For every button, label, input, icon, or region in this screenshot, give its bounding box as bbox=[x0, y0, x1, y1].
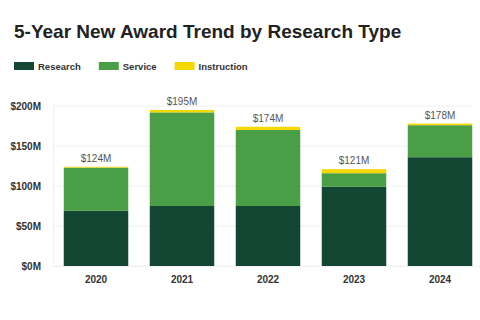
bar-segment bbox=[64, 211, 129, 266]
legend-label: Instruction bbox=[199, 61, 248, 72]
legend-swatch bbox=[175, 62, 195, 70]
grid-line bbox=[53, 106, 472, 107]
series bbox=[64, 112, 473, 210]
x-tick-label: 2020 bbox=[85, 274, 108, 285]
y-axis: $0M $50M $100M $150M $200M bbox=[10, 101, 53, 272]
y-tick: $150M bbox=[10, 141, 53, 152]
x-tick-label: 2023 bbox=[343, 274, 366, 285]
total-labels: $124M $195M $174M $121M $178M bbox=[81, 96, 456, 166]
x-tick: 2022 bbox=[257, 266, 280, 285]
bar-segment bbox=[236, 130, 301, 206]
x-tick-label: 2024 bbox=[429, 274, 452, 285]
x-axis: 2020 2021 2022 2023 2024 bbox=[54, 266, 480, 285]
legend-swatch bbox=[99, 62, 119, 70]
chart-title: 5-Year New Award Trend by Research Type bbox=[14, 21, 401, 42]
y-axis-line bbox=[53, 107, 54, 267]
bar-segment bbox=[408, 157, 473, 266]
bar-segment bbox=[322, 187, 387, 266]
y-tick: $100M bbox=[10, 181, 53, 192]
bar-segment bbox=[236, 127, 301, 130]
bar-segment bbox=[408, 124, 473, 126]
bar-segment bbox=[150, 206, 215, 266]
x-axis-line bbox=[54, 266, 480, 267]
y-tick: $0M bbox=[22, 261, 53, 272]
total-label: $174M bbox=[253, 113, 284, 124]
y-tick-label: $100M bbox=[10, 181, 41, 192]
x-tick: 2020 bbox=[85, 266, 108, 285]
x-tick: 2024 bbox=[429, 266, 452, 285]
legend-item: Instruction bbox=[175, 61, 248, 72]
legend-item: Service bbox=[99, 61, 157, 72]
bar-segment bbox=[150, 110, 215, 112]
legend-item: Research bbox=[14, 61, 81, 72]
bar-segment bbox=[64, 168, 129, 211]
y-tick-label: $200M bbox=[10, 101, 41, 112]
bar-segment bbox=[150, 112, 215, 206]
bar-segment bbox=[408, 125, 473, 157]
bar-segment bbox=[322, 173, 387, 187]
bar-segment bbox=[64, 166, 129, 168]
y-tick: $50M bbox=[16, 221, 53, 232]
y-tick: $200M bbox=[10, 101, 53, 112]
legend-swatch bbox=[14, 62, 34, 70]
y-tick-label: $0M bbox=[22, 261, 41, 272]
total-label: $178M bbox=[425, 110, 456, 121]
legend: Research Service Instruction bbox=[14, 61, 248, 72]
legend-label: Service bbox=[123, 61, 157, 72]
y-tick-label: $50M bbox=[16, 221, 41, 232]
total-label: $121M bbox=[339, 155, 370, 166]
x-tick: 2023 bbox=[343, 266, 366, 285]
y-tick-label: $150M bbox=[10, 141, 41, 152]
x-tick-label: 2022 bbox=[257, 274, 280, 285]
grid bbox=[53, 106, 472, 266]
x-tick: 2021 bbox=[171, 266, 194, 285]
bar-segment bbox=[236, 206, 301, 266]
series bbox=[64, 110, 473, 173]
bars bbox=[64, 110, 473, 266]
x-tick-label: 2021 bbox=[171, 274, 194, 285]
bar-segment bbox=[322, 169, 387, 173]
legend-label: Research bbox=[38, 61, 81, 72]
total-label: $124M bbox=[81, 153, 112, 164]
total-label: $195M bbox=[167, 96, 198, 107]
